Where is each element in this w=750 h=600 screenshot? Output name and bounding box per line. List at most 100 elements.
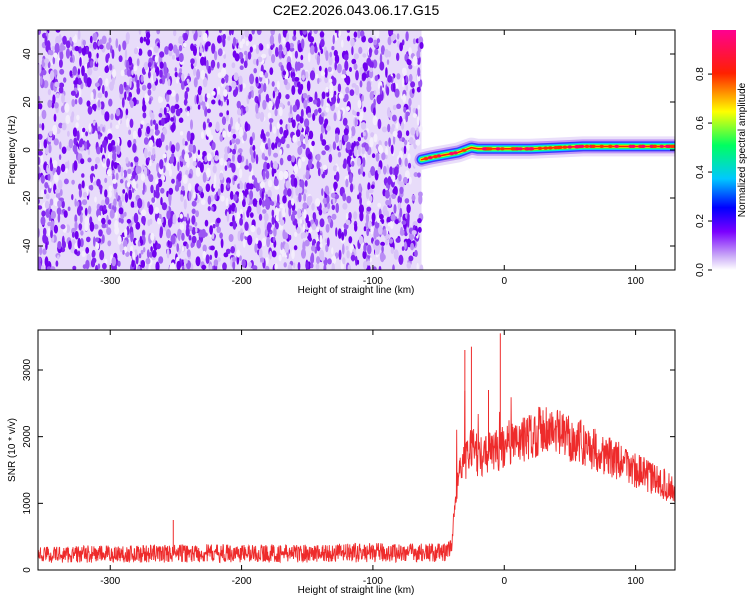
noise-speckle [197, 104, 201, 110]
noise-speckle [245, 40, 249, 47]
trace-peak [499, 147, 505, 151]
noise-speckle [68, 138, 74, 149]
noise-speckle [252, 58, 257, 65]
noise-speckle [264, 229, 268, 237]
noise-speckle [361, 147, 366, 155]
noise-speckle [109, 122, 113, 129]
noise-speckle [72, 66, 77, 76]
noise-speckle [225, 248, 231, 254]
noise-speckle [331, 45, 335, 51]
noise-speckle [314, 218, 319, 227]
noise-speckle [83, 72, 88, 84]
noise-speckle [145, 37, 151, 46]
noise-speckle [192, 160, 197, 167]
noise-speckle [213, 259, 219, 267]
noise-speckle [328, 78, 333, 84]
noise-speckle [71, 111, 75, 119]
noise-speckle [276, 201, 281, 209]
noise-speckle [143, 166, 148, 178]
noise-speckle [316, 153, 321, 162]
noise-speckle [76, 130, 80, 141]
noise-speckle [239, 182, 244, 190]
noise-speckle [255, 44, 260, 55]
noise-speckle [82, 264, 87, 269]
noise-speckle [349, 183, 354, 193]
noise-speckle [373, 98, 376, 108]
noise-speckle [304, 180, 308, 187]
figure-title: C2E2.2026.043.06.17.G15 [273, 2, 440, 18]
noise-speckle [392, 135, 396, 145]
y-tick-label: 3000 [22, 358, 33, 381]
noise-speckle [285, 94, 290, 100]
noise-speckle [164, 46, 170, 55]
noise-speckle [305, 240, 309, 247]
noise-speckle [358, 235, 364, 245]
noise-speckle [232, 50, 237, 58]
noise-speckle [359, 196, 362, 206]
trace-peak [433, 155, 438, 159]
noise-speckle [278, 33, 282, 44]
noise-speckle [286, 61, 292, 72]
noise-speckle [202, 250, 207, 259]
noise-speckle [408, 176, 412, 185]
noise-speckle [387, 123, 391, 133]
noise-speckle [308, 236, 313, 242]
noise-speckle [87, 67, 93, 76]
noise-speckle [265, 265, 270, 270]
noise-speckle [368, 47, 372, 58]
noise-speckle [121, 97, 125, 108]
noise-speckle [346, 35, 351, 42]
noise-speckle [246, 194, 250, 205]
y-tick-label: 40 [22, 48, 33, 60]
noise-speckle [60, 224, 66, 230]
noise-speckle [311, 245, 316, 252]
noise-speckle [373, 90, 377, 96]
noise-speckle [401, 121, 405, 130]
noise-speckle [404, 157, 408, 167]
noise-speckle [324, 75, 329, 84]
noise-speckle [49, 162, 54, 172]
noise-speckle [394, 88, 400, 98]
noise-speckle [286, 32, 290, 41]
noise-speckle [39, 123, 42, 129]
noise-speckle [356, 259, 360, 265]
noise-speckle [197, 185, 203, 191]
noise-speckle [338, 249, 342, 260]
snr-frame [37, 329, 676, 571]
noise-speckle [84, 207, 88, 216]
noise-speckle [120, 218, 124, 224]
noise-speckle [48, 130, 53, 137]
noise-speckle [329, 82, 334, 93]
noise-speckle [274, 222, 279, 230]
noise-speckle [102, 262, 107, 270]
noise-speckle [361, 94, 364, 102]
noise-speckle [162, 165, 166, 173]
noise-speckle [406, 204, 411, 214]
noise-speckle [350, 38, 355, 47]
noise-speckle [116, 144, 121, 155]
noise-speckle [149, 218, 153, 225]
noise-speckle [53, 113, 57, 122]
colorbar-tick-label: 0.2 [695, 214, 706, 228]
noise-speckle [328, 216, 331, 224]
noise-speckle [219, 232, 223, 239]
noise-speckle [74, 214, 78, 223]
noise-speckle [148, 71, 151, 79]
noise-speckle [186, 243, 189, 250]
noise-speckle [412, 38, 416, 45]
noise-speckle [225, 74, 229, 84]
noise-speckle [405, 170, 410, 180]
noise-speckle [393, 82, 396, 93]
noise-speckle [117, 260, 121, 267]
noise-speckle [383, 165, 387, 175]
noise-speckle [381, 218, 385, 224]
noise-speckle [195, 210, 200, 218]
noise-speckle [77, 237, 81, 249]
noise-speckle [332, 34, 335, 45]
noise-speckle [271, 142, 276, 150]
noise-speckle [135, 221, 141, 230]
noise-speckle [133, 65, 138, 72]
noise-speckle [142, 182, 146, 192]
noise-speckle [113, 198, 117, 207]
noise-speckle [239, 217, 244, 226]
